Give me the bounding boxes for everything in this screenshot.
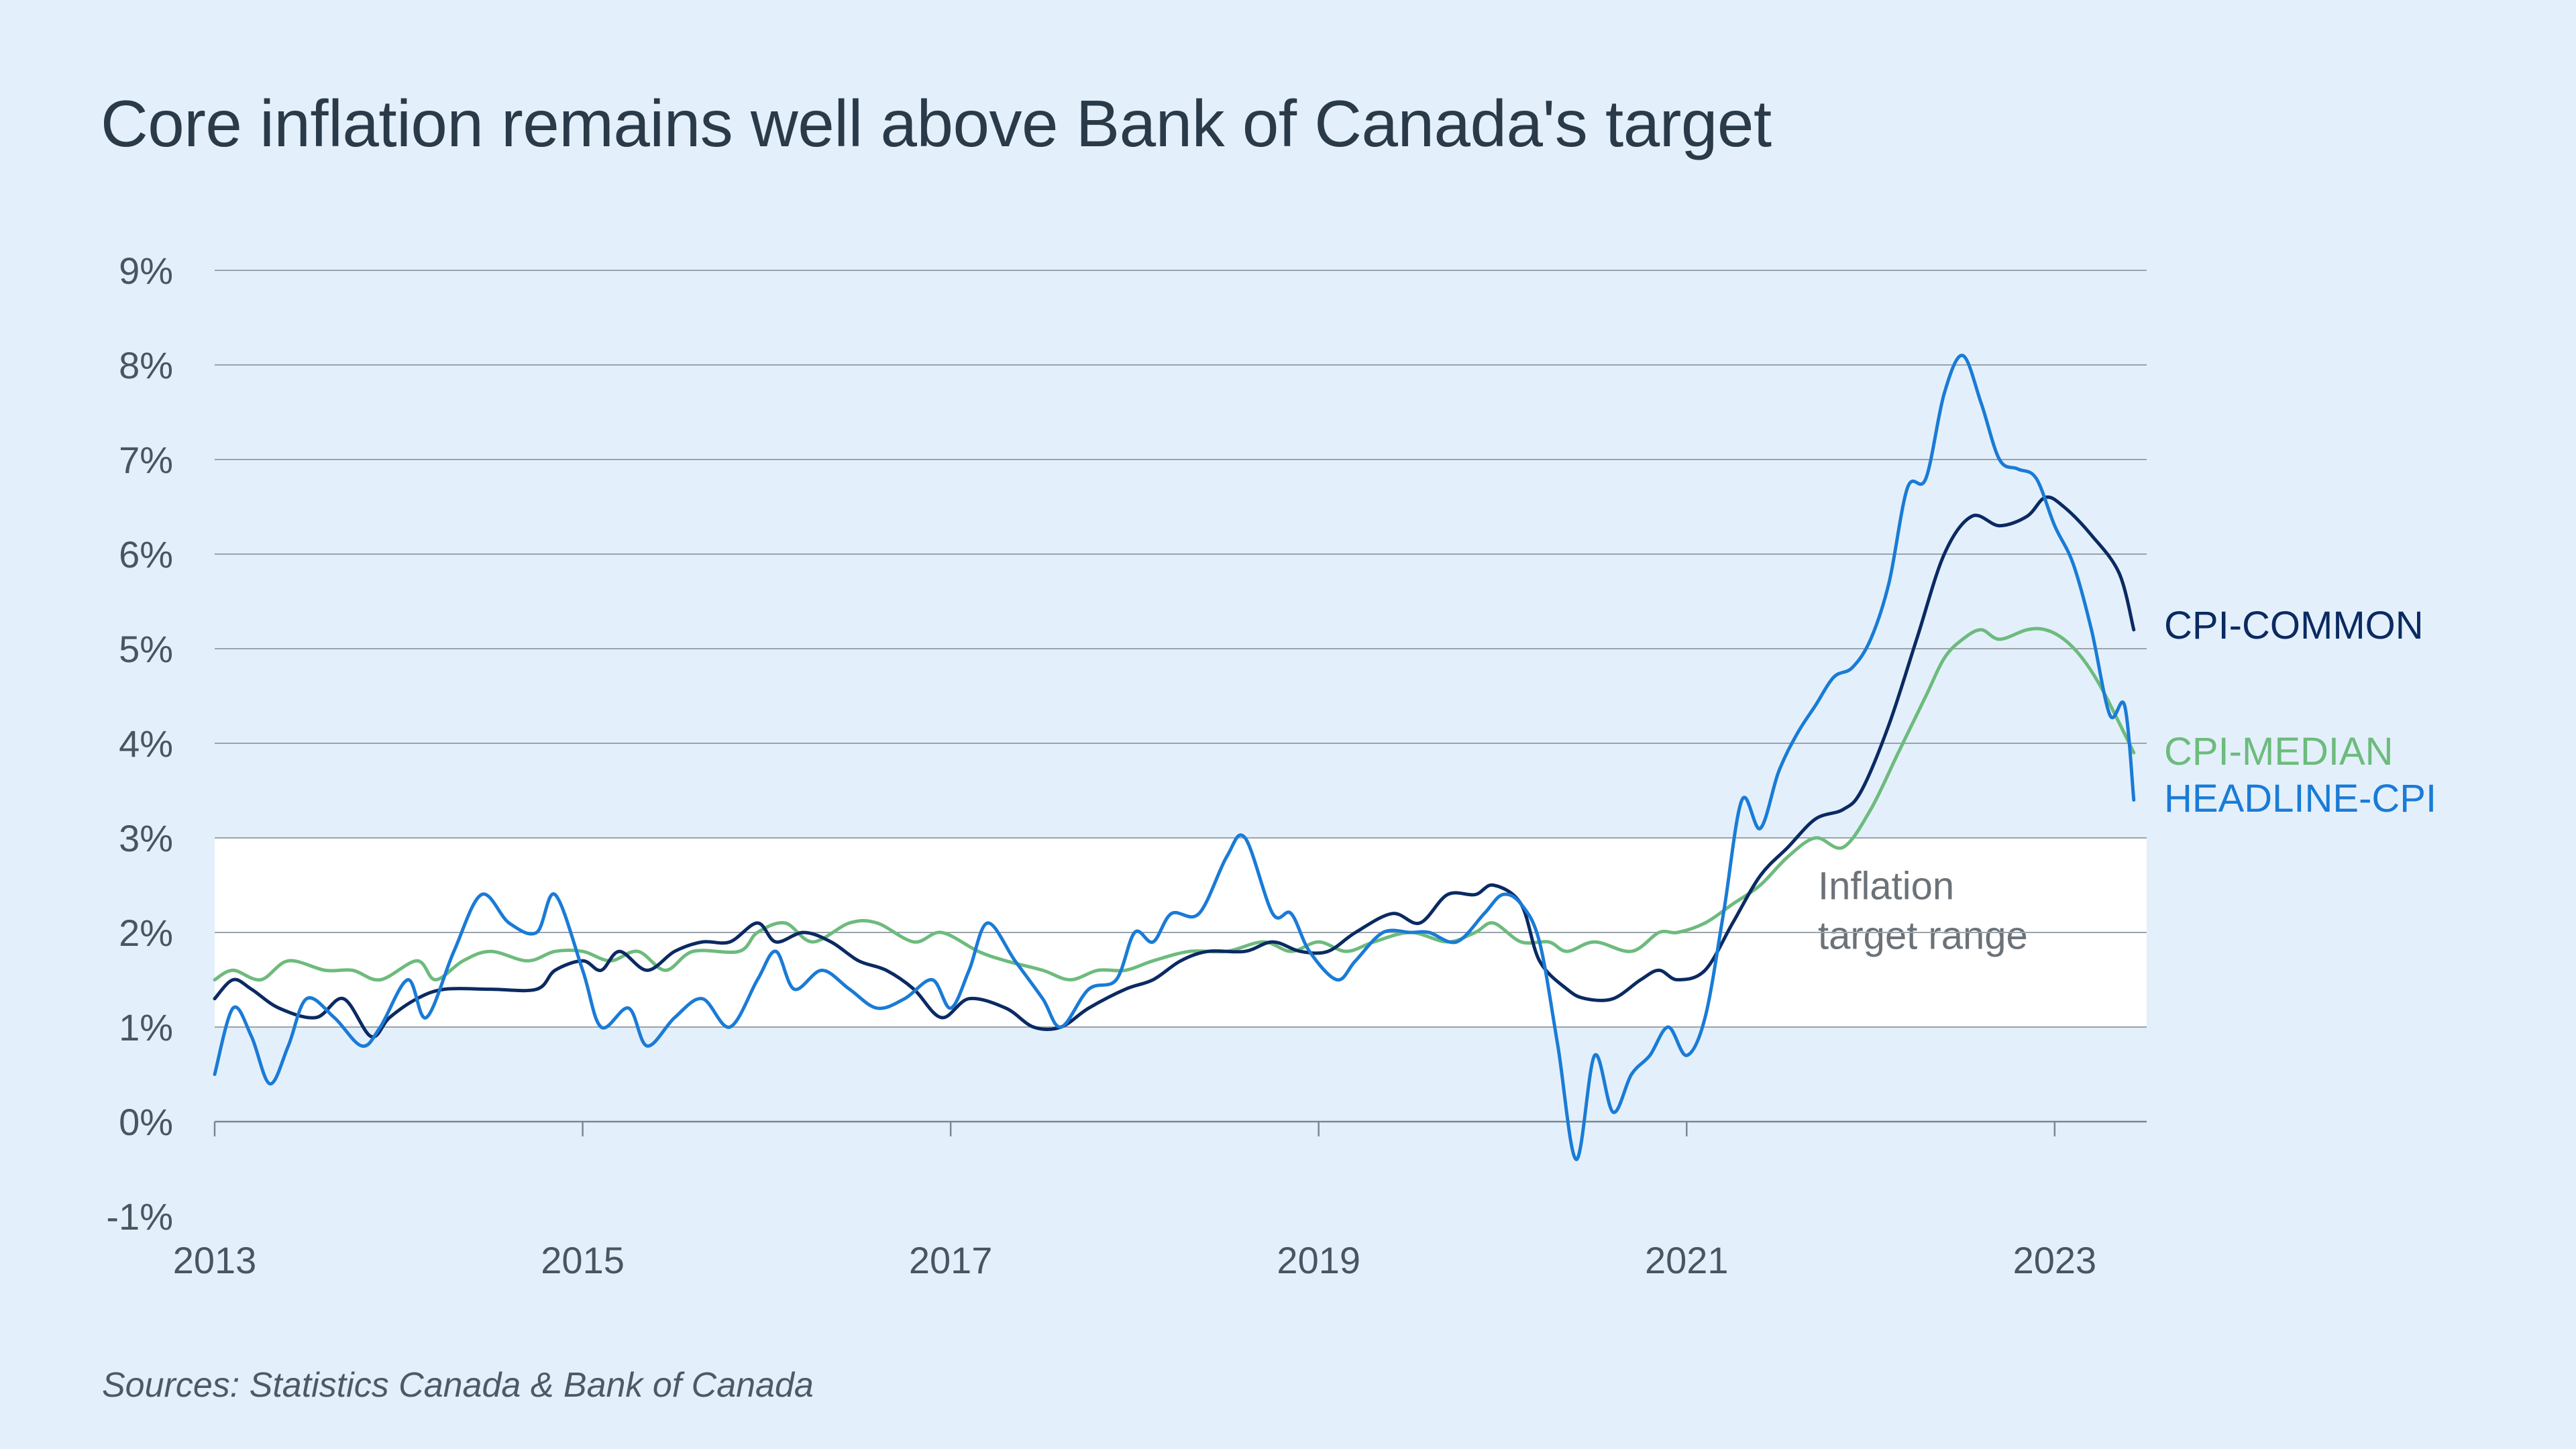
target-band-label-line: target range	[1818, 914, 2028, 958]
series-label-headline-cpi: HEADLINE-CPI	[2164, 777, 2436, 820]
x-tick-label: 2019	[1277, 1239, 1360, 1281]
y-tick-label: -1%	[106, 1195, 173, 1238]
axes: 2013 2015 2017 2019 2021 2023	[173, 1120, 2147, 1281]
series-label-cpi-median: CPI-MEDIAN	[2164, 730, 2394, 773]
y-tick-label: 4%	[119, 722, 173, 765]
series-label-cpi-common: CPI-COMMON	[2164, 604, 2424, 647]
y-tick-label: 7%	[119, 439, 173, 481]
y-tick-label: 2%	[119, 912, 173, 954]
series-line-headline-cpi	[213, 354, 2136, 1161]
x-tick-label: 2023	[2013, 1239, 2097, 1281]
x-tick-label: 2015	[541, 1239, 625, 1281]
y-tick-label: 0%	[119, 1101, 173, 1143]
series-line-cpi-median	[213, 627, 2136, 982]
gridlines: -1% 0% 1% 2% 3% 4% 5% 6% 7% 8% 9%	[106, 250, 2147, 1238]
x-tick-label: 2017	[909, 1239, 993, 1281]
y-tick-label: 9%	[119, 250, 173, 292]
y-tick-label: 8%	[119, 344, 173, 386]
y-tick-label: 1%	[119, 1006, 173, 1049]
y-tick-label: 6%	[119, 533, 173, 576]
target-band-label: Inflation target range	[1818, 865, 2028, 958]
chart-title: Core inflation remains well above Bank o…	[101, 87, 1772, 160]
target-band-label-line: Inflation	[1818, 865, 1954, 908]
y-tick-label: 3%	[119, 817, 173, 859]
x-tick-label: 2013	[173, 1239, 257, 1281]
series-line-cpi-common	[213, 495, 2136, 1039]
y-tick-label: 5%	[119, 628, 173, 670]
x-tick-label: 2021	[1645, 1239, 1729, 1281]
chart-source: Sources: Statistics Canada & Bank of Can…	[102, 1366, 814, 1405]
series-lines	[213, 354, 2136, 1161]
